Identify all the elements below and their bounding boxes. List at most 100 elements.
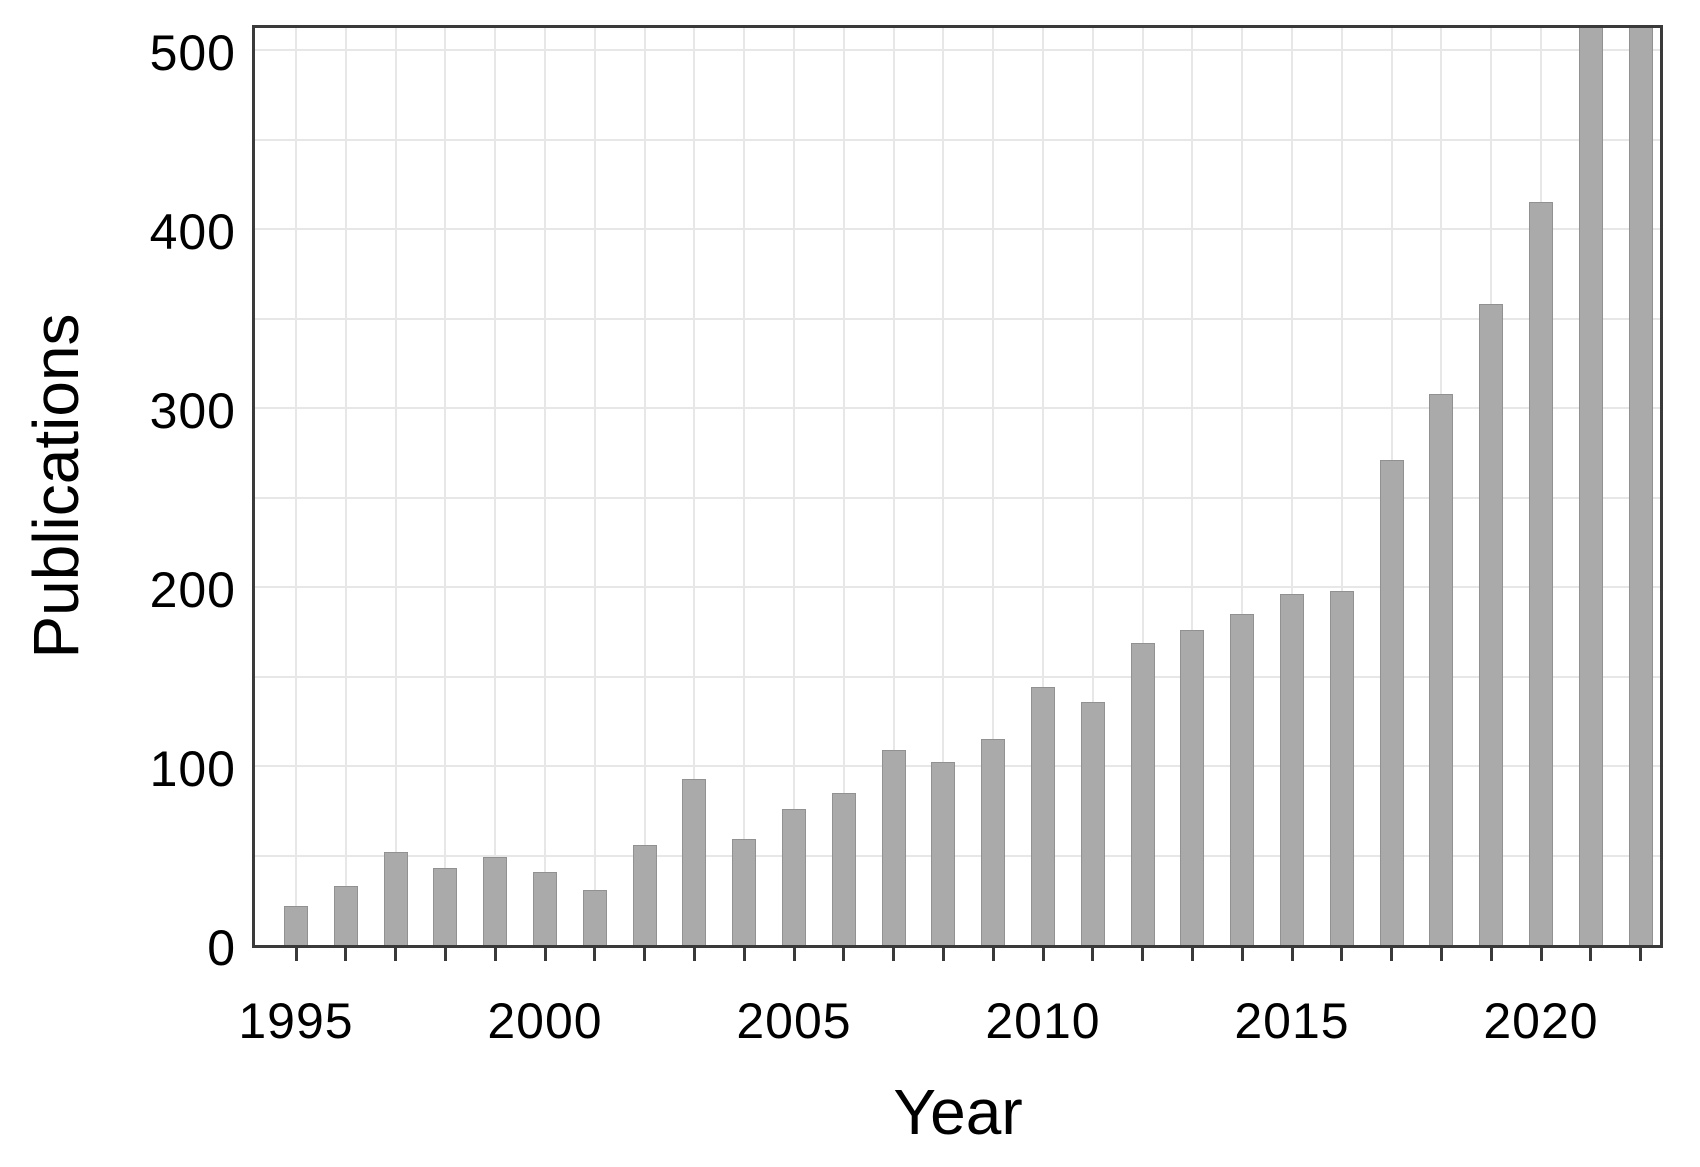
bar-1995 bbox=[284, 905, 308, 945]
bar-2002 bbox=[632, 844, 657, 945]
horizontal-gridline-450 bbox=[255, 138, 1660, 141]
bar-2022 bbox=[1628, 28, 1653, 945]
horizontal-gridline-300 bbox=[255, 407, 1660, 409]
bar-2013 bbox=[1180, 629, 1205, 945]
x-tick-1995 bbox=[294, 948, 298, 961]
bar-2019 bbox=[1479, 304, 1504, 945]
x-tick-1998 bbox=[443, 948, 447, 961]
x-tick-2013 bbox=[1190, 948, 1194, 961]
bar-2014 bbox=[1230, 613, 1255, 945]
x-tick-2022 bbox=[1639, 948, 1643, 961]
x-tick-2016 bbox=[1340, 948, 1344, 961]
bar-2009 bbox=[981, 739, 1006, 945]
bar-2015 bbox=[1280, 594, 1304, 945]
vertical-gridline-2015 bbox=[1291, 28, 1293, 945]
horizontal-gridline-350 bbox=[255, 317, 1660, 320]
horizontal-gridline-250 bbox=[255, 496, 1660, 499]
vertical-gridline-2003 bbox=[693, 28, 696, 945]
x-tick-label-2005: 2005 bbox=[736, 993, 852, 1049]
x-tick-2002 bbox=[643, 948, 647, 961]
bar-2012 bbox=[1130, 642, 1155, 945]
vertical-gridline-2004 bbox=[743, 28, 746, 945]
vertical-gridline-2005 bbox=[793, 28, 795, 945]
vertical-gridline-2014 bbox=[1241, 28, 1244, 945]
vertical-gridline-2009 bbox=[992, 28, 995, 945]
bar-1999 bbox=[483, 857, 508, 945]
x-tick-2018 bbox=[1439, 948, 1443, 961]
bar-2018 bbox=[1429, 393, 1454, 945]
x-tick-2001 bbox=[593, 948, 597, 961]
plot-area bbox=[252, 25, 1663, 948]
vertical-gridline-2012 bbox=[1141, 28, 1144, 945]
bar-2006 bbox=[831, 792, 856, 945]
y-tick-label-500: 500 bbox=[149, 25, 236, 81]
x-tick-2014 bbox=[1240, 948, 1244, 961]
vertical-gridline-1997 bbox=[394, 28, 397, 945]
bar-2001 bbox=[582, 889, 607, 945]
horizontal-gridline-200 bbox=[255, 586, 1660, 588]
x-tick-2004 bbox=[742, 948, 746, 961]
x-tick-2011 bbox=[1091, 948, 1095, 961]
x-tick-2017 bbox=[1390, 948, 1394, 961]
vertical-gridline-2002 bbox=[643, 28, 646, 945]
vertical-gridline-1996 bbox=[344, 28, 347, 945]
x-tick-1997 bbox=[394, 948, 398, 961]
x-axis-title: Year bbox=[893, 1076, 1023, 1148]
bar-2005 bbox=[782, 808, 806, 945]
vertical-gridline-2011 bbox=[1091, 28, 1094, 945]
bar-2000 bbox=[533, 871, 557, 945]
vertical-gridline-1999 bbox=[494, 28, 497, 945]
vertical-gridline-1998 bbox=[444, 28, 447, 945]
vertical-gridline-2001 bbox=[593, 28, 596, 945]
bar-2016 bbox=[1329, 590, 1354, 945]
bar-2017 bbox=[1379, 459, 1404, 945]
vertical-gridline-2010 bbox=[1042, 28, 1044, 945]
x-tick-2019 bbox=[1489, 948, 1493, 961]
y-tick-label-0: 0 bbox=[207, 920, 236, 976]
x-tick-label-2000: 2000 bbox=[487, 993, 603, 1049]
bar-2011 bbox=[1080, 701, 1105, 945]
bar-2010 bbox=[1031, 687, 1055, 945]
x-tick-2000 bbox=[543, 948, 547, 961]
x-tick-2006 bbox=[842, 948, 846, 961]
x-tick-label-2015: 2015 bbox=[1234, 993, 1350, 1049]
horizontal-gridline-100 bbox=[255, 765, 1660, 767]
x-tick-label-1995: 1995 bbox=[238, 993, 354, 1049]
x-tick-2010 bbox=[1041, 948, 1045, 961]
horizontal-gridline-150 bbox=[255, 675, 1660, 678]
x-tick-2021 bbox=[1589, 948, 1593, 961]
bar-2008 bbox=[931, 762, 956, 945]
bar-1998 bbox=[433, 868, 458, 945]
vertical-gridline-2000 bbox=[544, 28, 546, 945]
x-tick-2008 bbox=[941, 948, 945, 961]
horizontal-gridline-500 bbox=[255, 49, 1660, 51]
vertical-gridline-1995 bbox=[295, 28, 297, 945]
x-tick-2003 bbox=[692, 948, 696, 961]
x-tick-1996 bbox=[344, 948, 348, 961]
horizontal-gridline-400 bbox=[255, 228, 1660, 230]
bar-2007 bbox=[881, 749, 906, 945]
y-tick-label-400: 400 bbox=[149, 204, 236, 260]
bar-2021 bbox=[1578, 28, 1603, 945]
vertical-gridline-2007 bbox=[892, 28, 895, 945]
x-tick-2012 bbox=[1141, 948, 1145, 961]
x-tick-2009 bbox=[991, 948, 995, 961]
bar-2004 bbox=[732, 839, 757, 945]
horizontal-gridline-50 bbox=[255, 854, 1660, 857]
x-tick-2020 bbox=[1539, 948, 1543, 961]
x-tick-1999 bbox=[493, 948, 497, 961]
x-tick-2015 bbox=[1290, 948, 1294, 961]
bar-2003 bbox=[682, 778, 707, 945]
bar-2020 bbox=[1529, 202, 1553, 945]
vertical-gridline-2008 bbox=[942, 28, 945, 945]
y-tick-label-300: 300 bbox=[149, 383, 236, 439]
y-tick-label-100: 100 bbox=[149, 741, 236, 797]
x-tick-label-2010: 2010 bbox=[985, 993, 1101, 1049]
x-tick-2005 bbox=[792, 948, 796, 961]
x-tick-2007 bbox=[892, 948, 896, 961]
vertical-gridline-2013 bbox=[1191, 28, 1194, 945]
x-tick-label-2020: 2020 bbox=[1483, 993, 1599, 1049]
vertical-gridline-2006 bbox=[842, 28, 845, 945]
y-tick-label-200: 200 bbox=[149, 562, 236, 618]
